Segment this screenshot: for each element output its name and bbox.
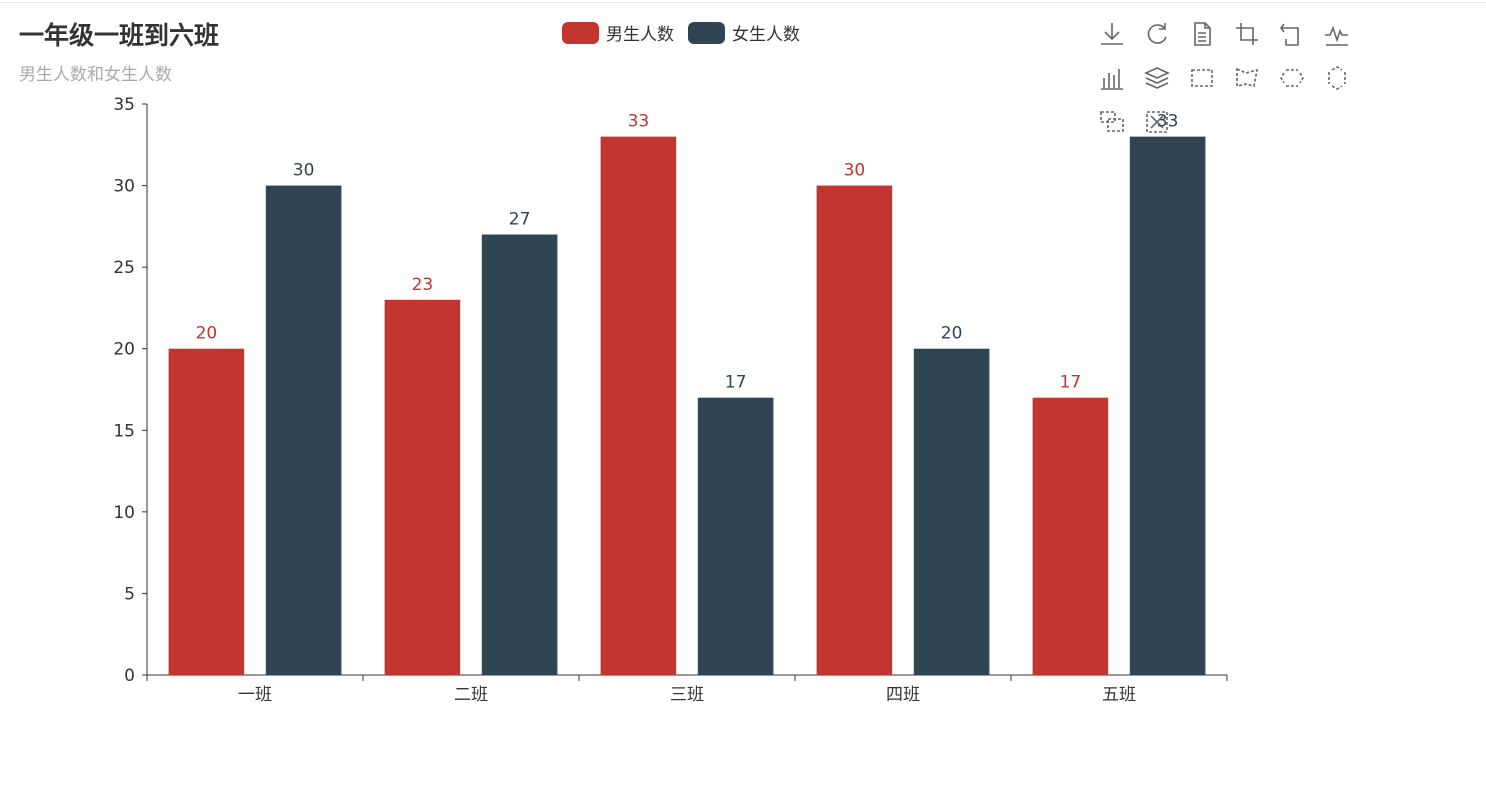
- rect-select-tool[interactable]: [1188, 64, 1233, 108]
- line-y-select-icon: [1328, 66, 1346, 90]
- legend: 男生人数 女生人数: [562, 20, 814, 45]
- keep-selection-icon: [1100, 111, 1124, 132]
- data-label: 17: [1060, 373, 1082, 393]
- stack-icon: [1144, 67, 1170, 89]
- line-y-select-tool[interactable]: [1323, 64, 1368, 108]
- y-tick-label: 35: [113, 95, 135, 115]
- x-tick-label: 四班: [886, 685, 920, 705]
- refresh-tool[interactable]: [1143, 20, 1188, 64]
- zoom-icon: [1236, 23, 1258, 45]
- legend-item-male[interactable]: 男生人数: [562, 20, 674, 45]
- y-tick-label: 10: [113, 503, 135, 523]
- data-label: 23: [412, 275, 434, 295]
- y-tick-label: 5: [124, 584, 135, 604]
- clear-selection-icon: [1146, 111, 1168, 133]
- x-tick-label: 二班: [454, 685, 488, 705]
- data-label: 30: [844, 161, 866, 181]
- bar-male[interactable]: [1032, 397, 1109, 675]
- download-tool[interactable]: [1098, 20, 1143, 64]
- data-label: 27: [509, 210, 531, 230]
- data-view-icon: [1194, 22, 1211, 46]
- y-tick-label: 30: [113, 177, 135, 197]
- bar-female[interactable]: [913, 348, 990, 675]
- line-x-select-icon: [1280, 69, 1304, 87]
- bar-male[interactable]: [600, 136, 677, 676]
- line-chart-tool[interactable]: [1323, 20, 1368, 64]
- toolbox: [1098, 20, 1368, 152]
- bar-chart-icon: [1101, 69, 1123, 90]
- line-x-select-tool[interactable]: [1278, 64, 1323, 108]
- data-label: 17: [725, 373, 747, 393]
- bar-male[interactable]: [168, 348, 245, 675]
- top-divider: [0, 2, 1486, 3]
- y-tick-label: 20: [113, 340, 135, 360]
- clear-selection-tool[interactable]: [1143, 108, 1188, 152]
- legend-label-female: 女生人数: [732, 25, 800, 45]
- polygon-select-tool[interactable]: [1233, 64, 1278, 108]
- bar-female[interactable]: [265, 185, 342, 676]
- x-tick-label: 三班: [670, 685, 704, 705]
- data-label: 30: [293, 161, 315, 181]
- line-chart-icon: [1325, 25, 1348, 46]
- bar-male[interactable]: [384, 299, 461, 675]
- zoom-back-icon: [1280, 23, 1299, 46]
- x-tick-label: 五班: [1102, 685, 1136, 705]
- data-label: 33: [1157, 112, 1179, 132]
- bar-female[interactable]: [1129, 136, 1206, 676]
- bar-chart-tool[interactable]: [1098, 64, 1143, 108]
- chart-subtitle: 男生人数和女生人数: [19, 65, 172, 85]
- refresh-icon: [1147, 23, 1167, 44]
- data-label: 33: [628, 112, 650, 132]
- chart-title: 一年级一班到六班: [19, 21, 220, 50]
- data-label: 20: [941, 324, 963, 344]
- bar-male[interactable]: [816, 185, 893, 676]
- rect-select-icon: [1191, 69, 1213, 87]
- keep-selection-tool[interactable]: [1098, 108, 1143, 152]
- zoom-tool[interactable]: [1233, 20, 1278, 64]
- data-view-tool[interactable]: [1188, 20, 1233, 64]
- polygon-select-icon: [1236, 67, 1259, 87]
- bar-female[interactable]: [481, 234, 558, 675]
- bar-female[interactable]: [697, 397, 774, 675]
- legend-swatch-female: [688, 21, 725, 44]
- y-tick-label: 0: [124, 666, 135, 686]
- y-tick-label: 15: [113, 421, 135, 441]
- legend-item-female[interactable]: 女生人数: [688, 20, 800, 45]
- legend-label-male: 男生人数: [606, 25, 674, 45]
- y-tick-label: 25: [113, 258, 135, 278]
- stack-tool[interactable]: [1143, 64, 1188, 108]
- download-icon: [1101, 23, 1123, 45]
- legend-swatch-male: [562, 21, 599, 44]
- zoom-back-tool[interactable]: [1278, 20, 1323, 64]
- x-tick-label: 一班: [238, 685, 272, 705]
- data-label: 20: [196, 324, 218, 344]
